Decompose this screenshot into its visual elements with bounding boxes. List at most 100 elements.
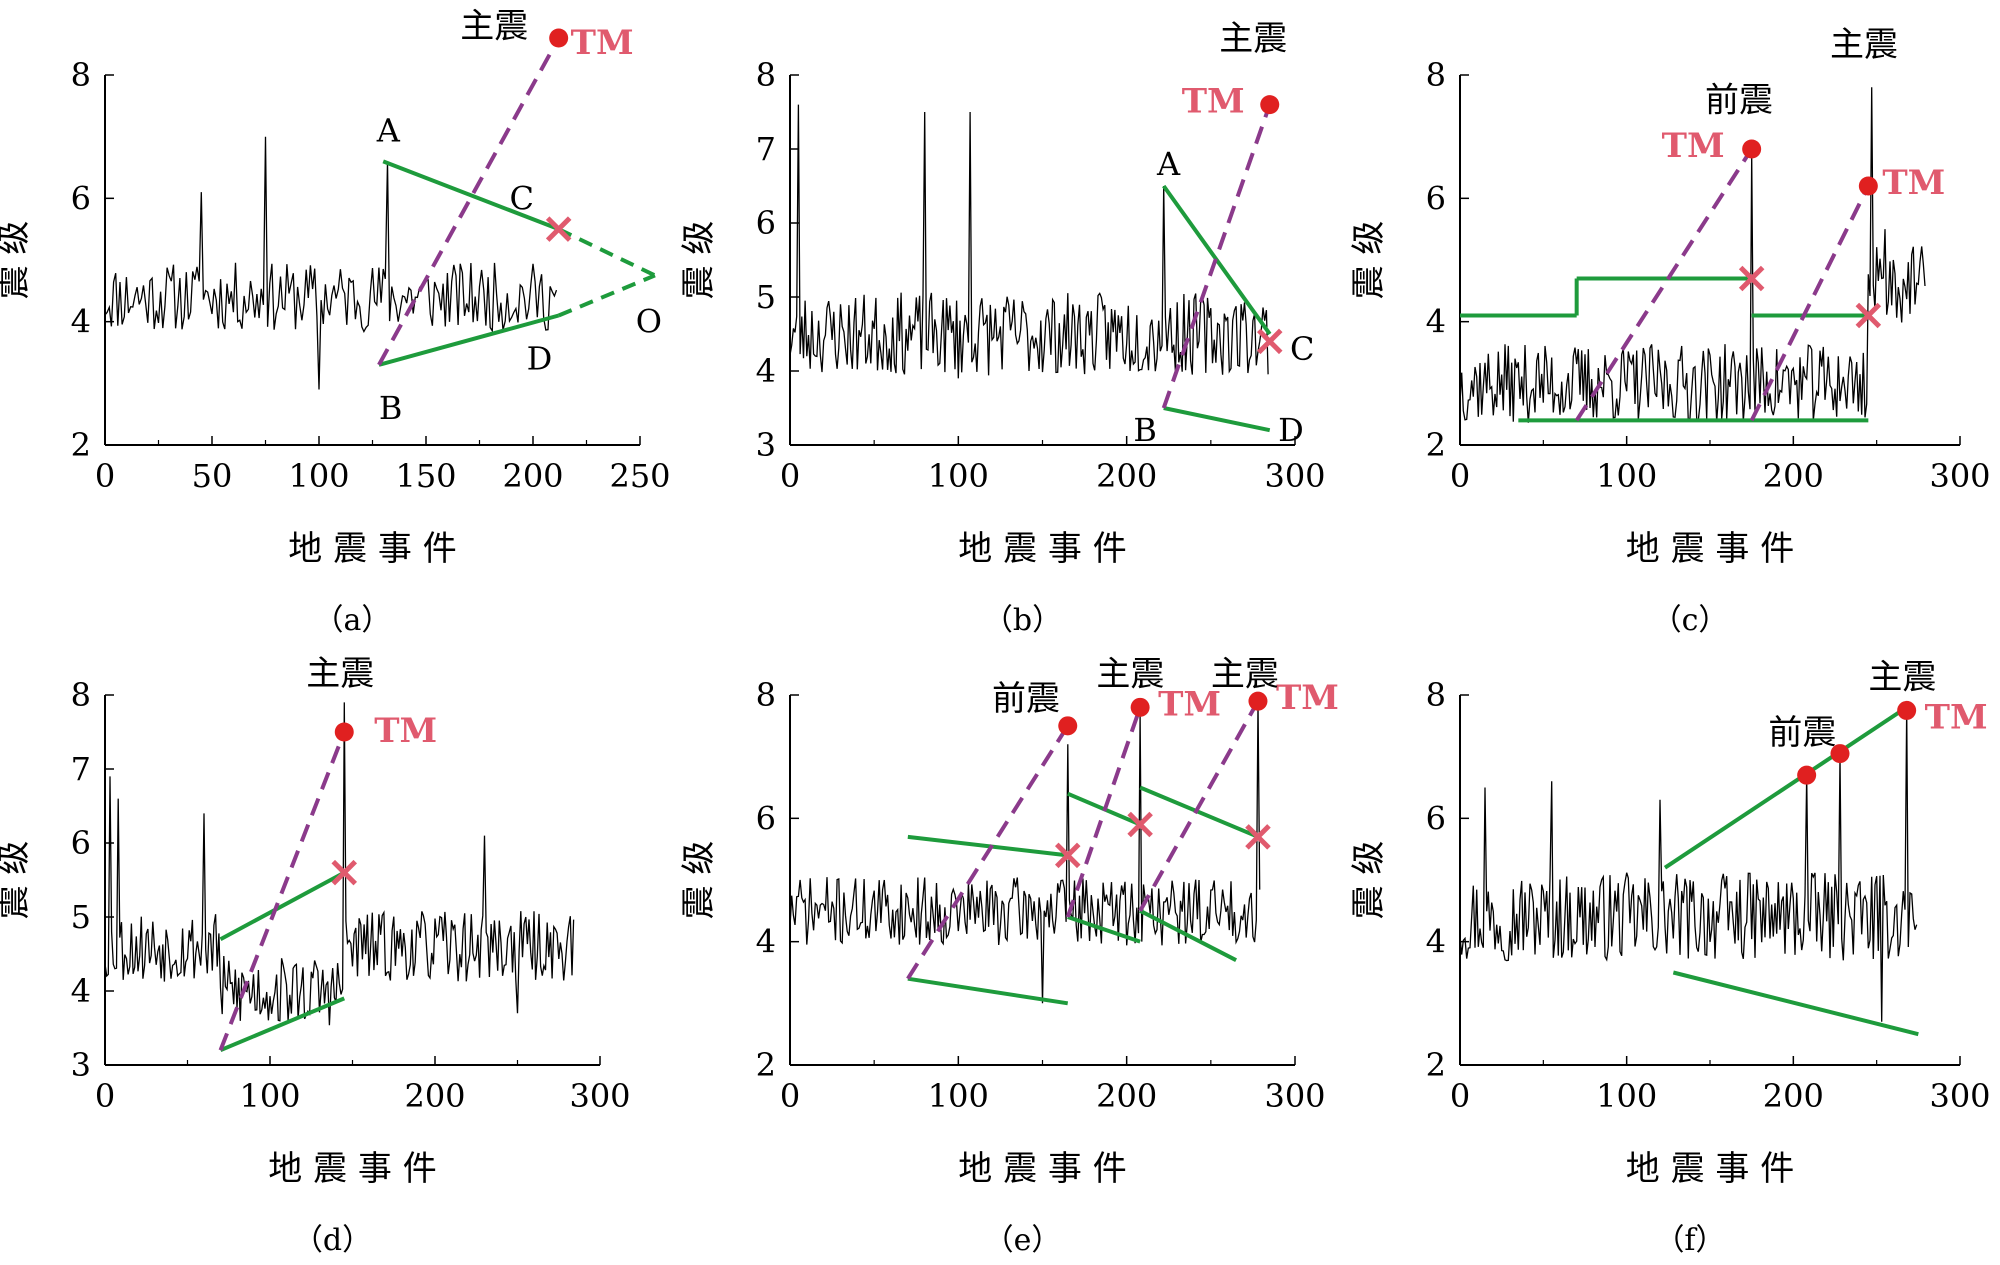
event-label: 主震 (460, 7, 528, 47)
y-tick-label: 7 (71, 750, 91, 788)
y-tick-label: 6 (1426, 179, 1446, 217)
y-tick-label: 8 (71, 56, 91, 94)
y-tick-label: 8 (1426, 56, 1446, 94)
tm-point-marker (1248, 691, 1268, 711)
channel-boundary-line (907, 834, 1068, 858)
y-axis-label: 震 级 (679, 221, 719, 300)
x-tick-label: 150 (395, 457, 456, 495)
point-label: A (376, 112, 401, 150)
x-tick-label: 100 (928, 1077, 989, 1115)
x-tick-label: 200 (1096, 1077, 1157, 1115)
x-axis-label: 地 震 事 件 (1626, 1149, 1794, 1189)
y-tick-label: 6 (756, 799, 776, 837)
panel-label: （a） (314, 603, 392, 638)
y-tick-label: 4 (756, 352, 776, 390)
projection-line (906, 724, 1070, 980)
breakout-cross-marker (1245, 824, 1271, 850)
magnitude-series (1459, 87, 1926, 423)
y-axis-label: 震 级 (0, 221, 34, 300)
channel-boundary-line (378, 313, 560, 367)
panel-a: 0 50 100 150 200 250 2 4 6 8 地 震 事 件 震 级 （a） TM A B C D O 主… (0, 7, 671, 638)
point-label: O (636, 303, 662, 341)
breakout-cross-marker (1127, 811, 1153, 838)
projection-line (1749, 185, 1871, 422)
x-tick-label: 250 (609, 457, 670, 495)
x-tick-label: 100 (288, 457, 349, 495)
x-axis-label: 地 震 事 件 (288, 529, 456, 569)
channel-boundary-line (907, 976, 1069, 1006)
point-label: D (527, 340, 553, 378)
x-tick-label: 0 (1450, 457, 1470, 495)
point-label: D (1278, 411, 1304, 449)
channel-boundary-line (1139, 909, 1237, 962)
y-tick-label: 8 (1426, 676, 1446, 714)
point-label: B (1133, 411, 1157, 449)
x-tick-label: 50 (192, 457, 233, 495)
tm-point-marker (1897, 700, 1917, 720)
point-label: B (379, 389, 403, 427)
tm-label: TM (1882, 163, 1945, 203)
projection-line (1138, 700, 1260, 912)
projection-line (1161, 103, 1272, 409)
y-tick-label: 2 (756, 1046, 776, 1084)
event-label: 前震 (1705, 81, 1773, 121)
x-tick-label: 200 (1763, 1077, 1824, 1115)
x-tick-label: 0 (95, 1077, 115, 1115)
x-axis-label: 地 震 事 件 (958, 529, 1126, 569)
x-tick-label: 200 (1096, 457, 1157, 495)
event-label: 主震 (1211, 654, 1279, 694)
channel-projection-line (557, 227, 656, 278)
panel-label: （f） (1654, 1223, 1725, 1258)
y-tick-label: 6 (71, 824, 91, 862)
magnitude-series (789, 104, 1269, 379)
x-tick-label: 300 (1264, 457, 1325, 495)
x-tick-label: 200 (404, 1077, 465, 1115)
y-axis-label: 震 级 (1349, 221, 1389, 300)
panel-label: （b） (983, 603, 1062, 638)
channel-boundary-line (382, 159, 560, 232)
channel-projection-line (557, 273, 656, 318)
x-tick-label: 100 (1596, 457, 1657, 495)
panel-label: （e） (984, 1223, 1062, 1258)
x-tick-label: 300 (1929, 1077, 1990, 1115)
channel-boundary-line (1067, 915, 1141, 944)
tm-label: TM (1662, 126, 1725, 166)
breakout-cross-marker (331, 859, 358, 886)
channel-boundary-line (219, 870, 346, 941)
event-label: 主震 (1868, 658, 1936, 698)
x-axis-label: 地 震 事 件 (1626, 529, 1794, 569)
y-tick-label: 4 (71, 303, 91, 341)
y-tick-label: 4 (71, 972, 91, 1010)
tm-point-marker (1058, 716, 1078, 736)
projection-line (1574, 147, 1754, 422)
panel-label: （c） (1652, 603, 1729, 638)
y-tick-label: 2 (1426, 1046, 1446, 1084)
tm-label: TM (1925, 697, 1988, 737)
panel-c: 0 100 200 300 2 4 6 8 地 震 事 件 震 级 （c） TM TM 前震 主震 (1349, 25, 1991, 638)
event-label: 主震 (1096, 654, 1164, 694)
x-tick-label: 300 (1264, 1077, 1325, 1115)
tm-point-marker (334, 722, 354, 742)
x-tick-label: 100 (239, 1077, 300, 1115)
x-tick-label: 200 (1763, 457, 1824, 495)
event-label: 主震 (1219, 19, 1287, 59)
point-label: C (509, 179, 533, 217)
tm-label: TM (1158, 684, 1221, 724)
tm-point-marker (1130, 697, 1150, 717)
y-tick-label: 5 (756, 278, 776, 316)
y-tick-label: 6 (71, 179, 91, 217)
y-tick-label: 2 (1426, 426, 1446, 464)
y-tick-label: 6 (756, 204, 776, 242)
panel-b: 0 100 200 300 3 4 5 6 7 8 地 震 事 件 震 级 （b） TMA B C D 主震 (679, 19, 1326, 638)
breakout-cross-marker (1855, 302, 1882, 329)
y-axis-label: 震 级 (1349, 841, 1389, 920)
y-axis-label: 震 级 (0, 841, 34, 920)
x-tick-label: 100 (928, 457, 989, 495)
channel-boundary-line (1672, 970, 1919, 1037)
event-label: 前震 (992, 679, 1060, 719)
tm-label: TM (571, 23, 634, 63)
